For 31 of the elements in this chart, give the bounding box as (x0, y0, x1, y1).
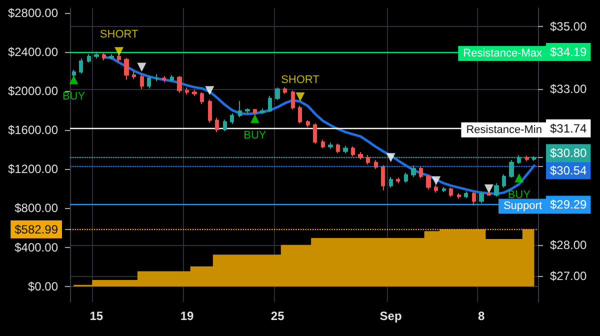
ref-line-label: Resistance-Min (466, 124, 542, 136)
ref-line-label: Resistance-Max (463, 47, 542, 60)
y-tick-label: $1200.00 (8, 162, 58, 176)
y2-tick-label: $29.29 (550, 198, 588, 212)
data-label: SHORT (281, 74, 320, 86)
y2-tick-label: $28.00 (550, 238, 588, 252)
y2-tick-label: $27.00 (550, 269, 588, 284)
y-tick-label: $582.99 (14, 222, 58, 236)
x-tick-label: 15 (90, 309, 104, 323)
y-tick-label: $1600.00 (8, 123, 58, 138)
data-label: BUY (508, 188, 532, 201)
ref-line-label: Support (503, 200, 542, 212)
data-label: BUY (62, 90, 86, 103)
x-tick-label: 8 (478, 309, 486, 323)
y-tick-label: $2000.00 (8, 84, 58, 98)
data-label: SHORT (100, 28, 138, 41)
y2-tick-label: $35.00 (550, 20, 588, 34)
x-tick-label: Sep (380, 309, 402, 323)
x-tick-label: 25 (270, 309, 285, 323)
y-tick-label: $400.00 (14, 240, 58, 254)
y-tick-label: $2400.00 (8, 44, 58, 59)
y2-tick-label: $30.80 (550, 146, 588, 160)
data-label: BUY (244, 130, 267, 142)
y2-tick-label: $30.54 (550, 163, 588, 178)
y-tick-label: $0.00 (28, 279, 58, 294)
y-tick-label: $800.00 (14, 201, 58, 216)
y-tick-label: $2800.00 (8, 6, 58, 20)
y2-tick-label: $31.74 (550, 121, 588, 136)
y2-tick-label: $33.00 (550, 82, 588, 96)
y2-tick-label: $34.19 (550, 44, 588, 59)
x-tick-label: 19 (180, 309, 194, 323)
